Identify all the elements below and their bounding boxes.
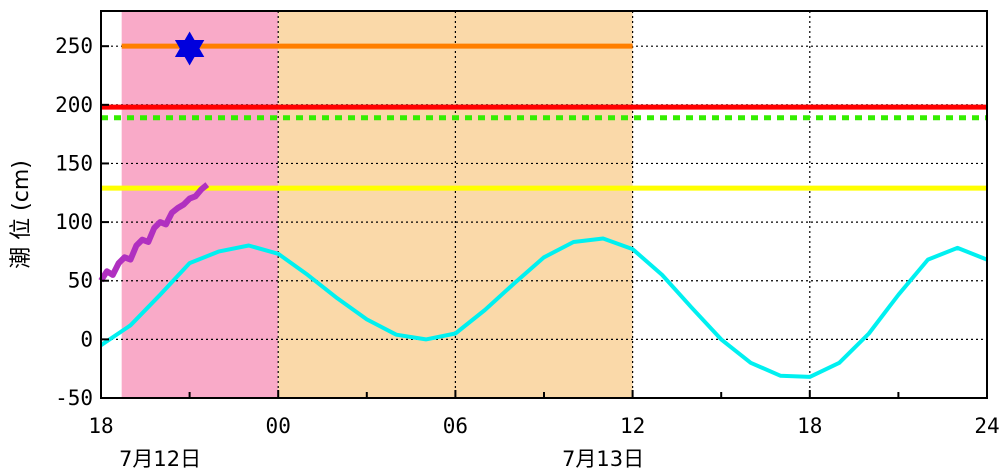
x-tick-label: 18 bbox=[88, 414, 113, 438]
shaded-region-0 bbox=[121, 11, 279, 398]
y-tick-label: 0 bbox=[80, 327, 93, 351]
reference-lines bbox=[101, 43, 987, 191]
shaded-regions bbox=[121, 11, 633, 398]
y-tick-label: 250 bbox=[55, 34, 93, 58]
x-tick-label: 24 bbox=[974, 414, 999, 438]
y-tick-label: 200 bbox=[55, 93, 93, 117]
x-tick-label: 00 bbox=[266, 414, 291, 438]
x-tick-label: 12 bbox=[620, 414, 645, 438]
x-tick-label: 06 bbox=[443, 414, 468, 438]
data-series bbox=[98, 182, 988, 379]
marker-layer bbox=[174, 31, 205, 66]
y-tick-label: 150 bbox=[55, 151, 93, 175]
y-axis-label: 潮 位 (cm) bbox=[9, 160, 34, 269]
axis-ticks: 18 00 06 12 18 24 250 200 150 100 50 0 -50 7月12日 7月13日 bbox=[55, 34, 1000, 471]
date-label: 7月13日 bbox=[562, 447, 644, 471]
y-tick-label: -50 bbox=[55, 386, 93, 410]
y-tick-label: 100 bbox=[55, 210, 93, 234]
date-label: 7月12日 bbox=[119, 447, 201, 471]
y-tick-label: 50 bbox=[68, 269, 93, 293]
star-marker-down bbox=[174, 40, 205, 66]
series-line-0 bbox=[99, 236, 988, 379]
series-line-1 bbox=[98, 182, 210, 283]
x-tick-label: 18 bbox=[797, 414, 822, 438]
